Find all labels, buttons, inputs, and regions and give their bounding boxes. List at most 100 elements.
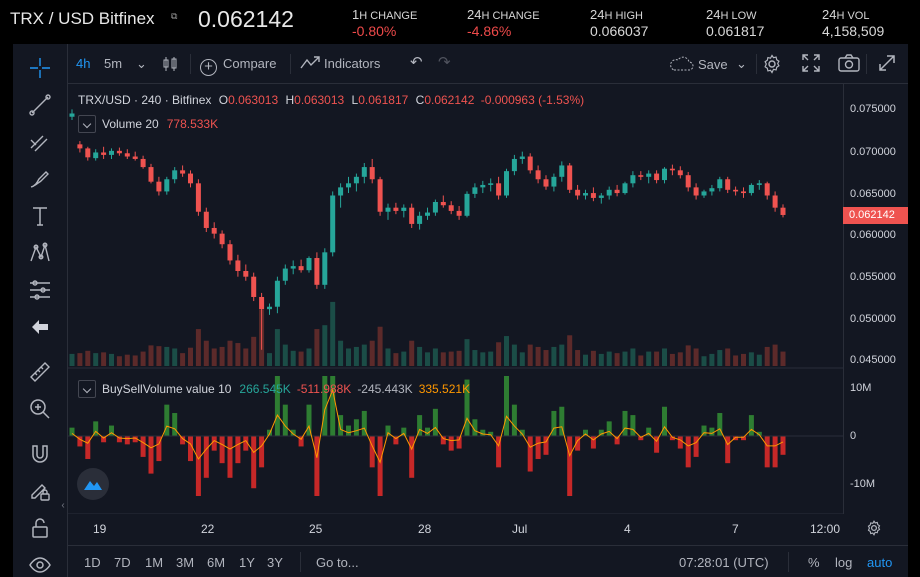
candle-body xyxy=(361,167,367,177)
candle-body xyxy=(377,179,383,212)
axis-settings-gear-icon[interactable] xyxy=(866,520,882,541)
volume-bar xyxy=(590,350,596,366)
range-3y-button[interactable]: 3Y xyxy=(267,555,283,570)
volume-bar xyxy=(496,342,502,366)
candle-body xyxy=(290,266,296,269)
collapse-chevron-icon[interactable] xyxy=(78,115,96,133)
volume-bar xyxy=(472,350,478,366)
bsv-bar xyxy=(148,436,154,474)
volume-bar xyxy=(440,352,446,366)
price-tick: 0.050000 xyxy=(850,313,896,325)
indicators-button[interactable]: Indicators xyxy=(300,56,380,71)
back-arrow-icon[interactable] xyxy=(26,313,54,341)
range-1d-button[interactable]: 1D xyxy=(84,555,101,570)
lock-draw-icon[interactable] xyxy=(26,477,54,505)
candle-body xyxy=(203,211,209,228)
volume-bar xyxy=(622,351,628,366)
interval-dropdown-icon[interactable]: ⌄ xyxy=(136,56,147,71)
change-value: -0.000963 (-1.53%) xyxy=(480,93,585,107)
candle-body xyxy=(741,191,746,194)
redo-icon[interactable]: ↷ xyxy=(438,54,451,71)
time-tick: 7 xyxy=(732,522,739,536)
crosshair-icon[interactable] xyxy=(26,54,54,82)
price-chart[interactable] xyxy=(68,84,844,514)
text-tool-icon[interactable] xyxy=(26,202,54,230)
candle-body xyxy=(164,179,170,192)
bsv-bar xyxy=(377,436,383,496)
volume-bar xyxy=(195,329,201,366)
volume-indicator-name[interactable]: Volume 20 xyxy=(102,117,159,131)
auto-scale-button[interactable]: auto xyxy=(867,555,893,570)
popout-icon[interactable]: ⧉ xyxy=(171,11,178,21)
bsv-bar xyxy=(748,415,754,436)
save-dropdown-icon[interactable]: ⌄ xyxy=(736,56,747,71)
fib-tool-icon[interactable] xyxy=(26,128,54,156)
time-tick: 25 xyxy=(309,522,323,536)
candle-body xyxy=(496,183,502,196)
range-6m-button[interactable]: 6M xyxy=(207,555,226,570)
candle-style-icon[interactable] xyxy=(162,56,178,75)
volume-bar xyxy=(314,329,320,366)
tradingview-logo-icon[interactable] xyxy=(77,468,109,500)
volume-bar xyxy=(116,356,122,366)
candle-body xyxy=(693,187,699,196)
interval-5m-button[interactable]: 5m xyxy=(104,56,123,71)
volume-bar xyxy=(338,340,344,366)
magnet-icon[interactable] xyxy=(26,440,54,468)
volume-bar xyxy=(401,351,407,366)
compare-button[interactable]: + Compare xyxy=(200,56,276,76)
volume-bar xyxy=(101,352,107,366)
percent-scale-button[interactable]: % xyxy=(808,555,820,570)
interval-4h-button[interactable]: 4h xyxy=(76,56,91,71)
log-scale-button[interactable]: log xyxy=(835,555,853,570)
candle-body xyxy=(188,173,193,184)
volume-bar xyxy=(330,301,336,366)
candle-body xyxy=(630,175,636,184)
collapse-toolbar-icon[interactable]: ‹ xyxy=(61,500,65,511)
volume-bar xyxy=(575,350,581,366)
save-button[interactable]: Save xyxy=(668,56,728,72)
range-1m-button[interactable]: 1M xyxy=(145,555,164,570)
bsv-bar xyxy=(101,436,107,443)
undo-icon[interactable]: ↶ xyxy=(410,54,423,71)
volume-bar xyxy=(124,354,130,366)
trend-line-icon[interactable] xyxy=(26,91,54,119)
brush-icon[interactable] xyxy=(26,165,54,193)
settings-gear-icon[interactable] xyxy=(762,54,782,77)
pair-title[interactable]: TRX / USD Bitfinex xyxy=(10,9,155,28)
chart-frame xyxy=(13,44,908,577)
goto-button[interactable]: Go to... xyxy=(316,555,359,570)
bsv-bar xyxy=(85,436,91,459)
candle-body xyxy=(409,207,415,224)
pattern-tool-icon[interactable] xyxy=(26,239,54,267)
candle-body xyxy=(535,170,541,180)
bsv-indicator-name[interactable]: BuySellVolume value 10 xyxy=(102,382,232,396)
volume-bars xyxy=(69,301,786,366)
zoom-in-icon[interactable] xyxy=(26,395,54,423)
range-3m-button[interactable]: 3M xyxy=(176,555,195,570)
volume-bar xyxy=(267,353,272,366)
bsv-bar xyxy=(361,410,367,436)
collapse-chevron-icon[interactable] xyxy=(78,380,96,398)
candle-body xyxy=(511,158,517,172)
camera-icon[interactable] xyxy=(838,54,860,75)
ruler-icon[interactable] xyxy=(26,358,54,386)
bsv-bar xyxy=(385,425,391,436)
eye-icon[interactable] xyxy=(26,551,54,577)
volume-bar xyxy=(417,346,423,366)
range-1y-button[interactable]: 1Y xyxy=(239,555,255,570)
range-7d-button[interactable]: 7D xyxy=(114,555,131,570)
price-tick: 0.045000 xyxy=(850,354,896,366)
publish-arrow-icon[interactable] xyxy=(878,54,896,75)
drawing-toolbar xyxy=(13,44,68,577)
prediction-tool-icon[interactable] xyxy=(26,276,54,304)
price-tick: 0.075000 xyxy=(850,103,896,115)
symbol-label[interactable]: TRX/USD · 240 · Bitfinex xyxy=(78,93,212,107)
candle-body xyxy=(93,152,99,159)
bsv-bar xyxy=(472,419,478,436)
volume-bar xyxy=(748,352,754,366)
candle-body xyxy=(401,207,407,211)
utc-clock[interactable]: 07:28:01 (UTC) xyxy=(679,555,769,570)
fullscreen-icon[interactable] xyxy=(802,54,820,75)
lock-icon[interactable] xyxy=(26,514,54,542)
